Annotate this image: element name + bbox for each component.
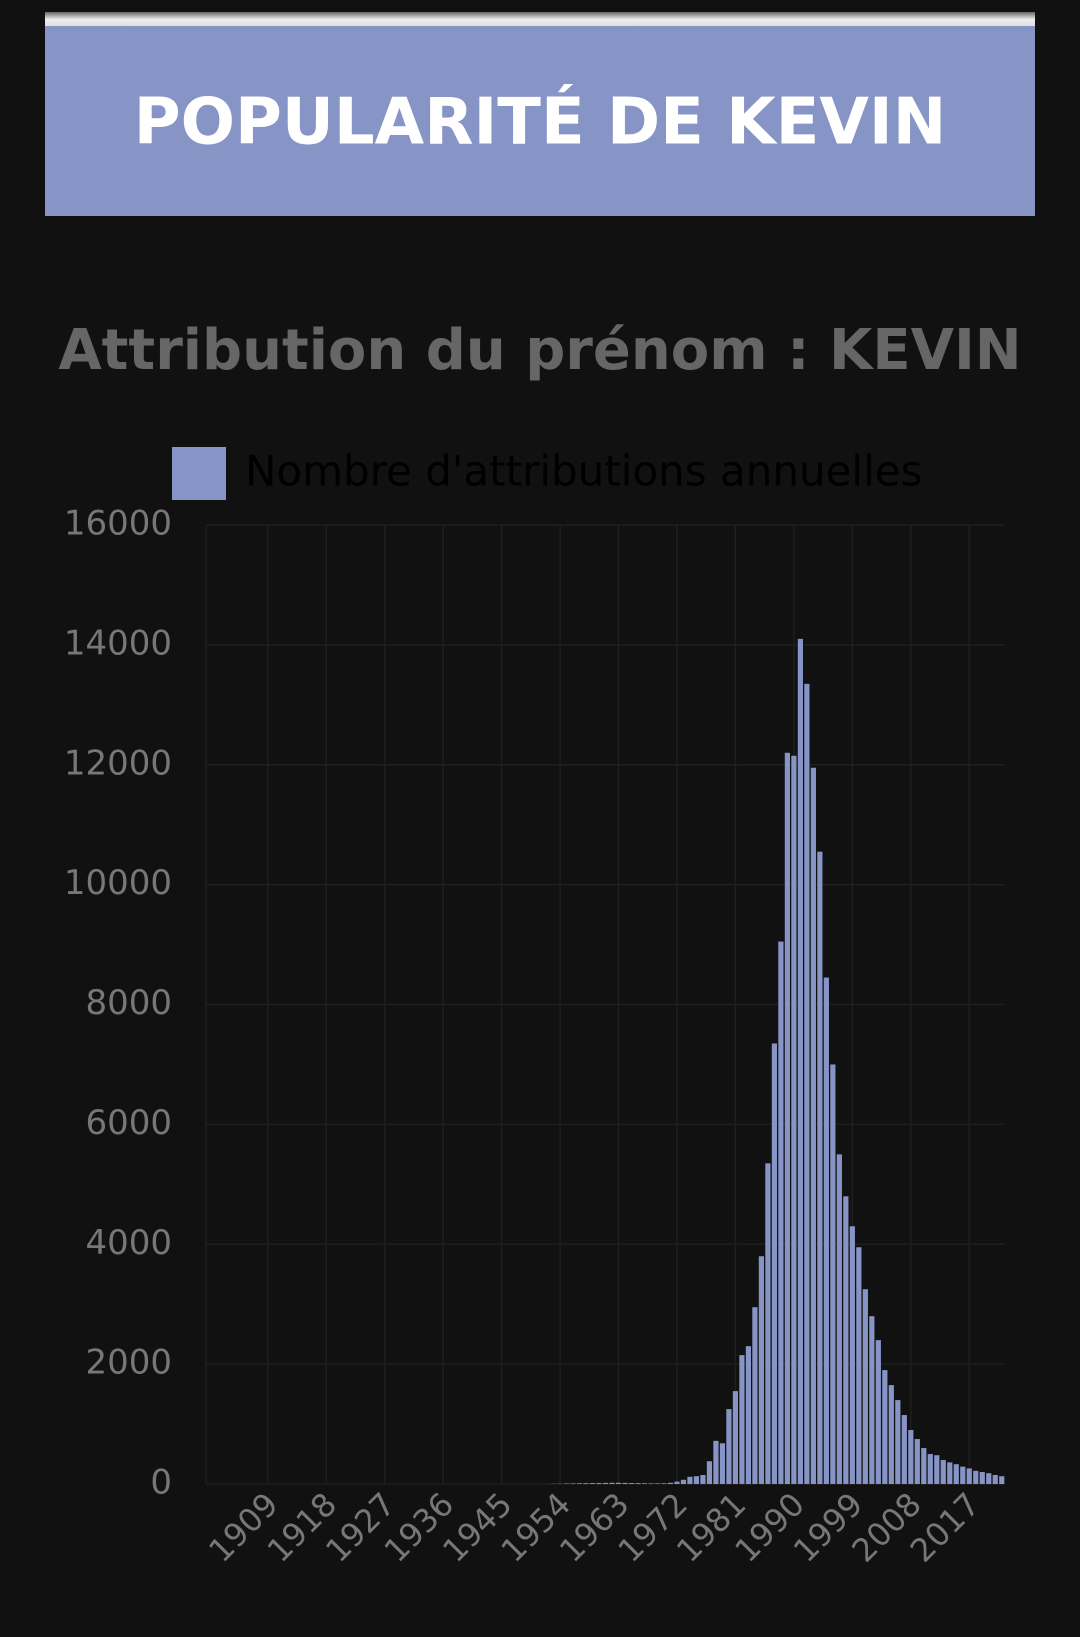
- bar: [687, 1476, 693, 1484]
- bar: [771, 1043, 777, 1484]
- x-tick-label: 2017: [903, 1485, 987, 1569]
- bar: [700, 1475, 706, 1484]
- bar: [602, 1482, 609, 1484]
- bar: [797, 638, 803, 1484]
- bar: [869, 1316, 875, 1484]
- bar: [726, 1409, 732, 1484]
- bar: [927, 1454, 933, 1484]
- y-tick-label: 2000: [85, 1343, 172, 1383]
- bar: [895, 1400, 901, 1484]
- chart: Nombre d'attributions annuelles 0 2000 4000…: [64, 447, 1005, 1570]
- bar: [693, 1476, 700, 1484]
- bar: [713, 1440, 719, 1484]
- bar: [862, 1289, 868, 1484]
- bar: [641, 1483, 648, 1484]
- bar: [966, 1468, 972, 1484]
- bar: [622, 1482, 628, 1484]
- bar: [901, 1415, 907, 1484]
- bar: [934, 1455, 940, 1484]
- bar: [706, 1461, 713, 1484]
- bar: [654, 1483, 661, 1484]
- bar: [823, 977, 829, 1484]
- bar: [914, 1439, 920, 1484]
- bar: [719, 1443, 726, 1484]
- bar: [648, 1483, 654, 1484]
- bar: [784, 752, 790, 1484]
- y-tick-label: 10000: [64, 863, 172, 903]
- bar: [836, 1154, 842, 1484]
- bar: [908, 1430, 914, 1484]
- y-tick-label: 14000: [64, 623, 172, 663]
- bar: [947, 1462, 953, 1484]
- bar: [615, 1482, 622, 1484]
- bar: [583, 1483, 589, 1484]
- bar: [732, 1391, 739, 1484]
- bar: [758, 1256, 765, 1484]
- bar: [661, 1483, 667, 1484]
- bar: [674, 1481, 680, 1484]
- legend-label: Nombre d'attributions annuelles: [245, 447, 923, 496]
- bar: [849, 1226, 855, 1484]
- header-strip: [45, 12, 1035, 27]
- bar: [888, 1385, 894, 1484]
- header-title: POPULARITÉ DE KEVIN: [134, 84, 947, 160]
- y-tick-label: 12000: [64, 743, 172, 783]
- y-tick-label: 16000: [64, 504, 172, 544]
- bar: [628, 1483, 635, 1484]
- header-banner: [45, 26, 1035, 216]
- bar: [667, 1482, 674, 1484]
- bar: [739, 1355, 745, 1484]
- y-tick-label: 6000: [85, 1103, 172, 1143]
- bar: [596, 1483, 602, 1484]
- bar: [992, 1475, 998, 1484]
- bar: [940, 1460, 946, 1484]
- bar: [804, 683, 810, 1484]
- bar: [752, 1307, 758, 1484]
- y-tick-label: 0: [150, 1463, 172, 1503]
- bar: [778, 941, 784, 1484]
- bar: [810, 767, 816, 1484]
- bar: [953, 1464, 959, 1484]
- bar: [830, 1064, 836, 1484]
- chart-title: Attribution du prénom : KEVIN: [58, 318, 1021, 383]
- legend-swatch: [172, 447, 226, 500]
- bar: [589, 1483, 596, 1484]
- bar: [856, 1247, 862, 1484]
- y-tick-label: 4000: [85, 1223, 172, 1263]
- y-tick-label: 8000: [85, 983, 172, 1023]
- bar: [960, 1466, 966, 1484]
- bar: [986, 1473, 992, 1484]
- bar: [635, 1483, 641, 1484]
- bar: [882, 1370, 888, 1484]
- bar: [979, 1472, 985, 1484]
- bar: [570, 1483, 576, 1484]
- bar: [817, 851, 823, 1484]
- bar: [791, 755, 797, 1484]
- bar: [765, 1163, 771, 1484]
- bar: [609, 1482, 615, 1484]
- bar: [921, 1448, 927, 1484]
- bar: [973, 1470, 979, 1484]
- bar: [999, 1476, 1005, 1484]
- bar: [875, 1340, 881, 1484]
- bar: [576, 1483, 583, 1484]
- bar: [843, 1196, 849, 1484]
- bar: [745, 1346, 752, 1484]
- bar: [680, 1479, 687, 1484]
